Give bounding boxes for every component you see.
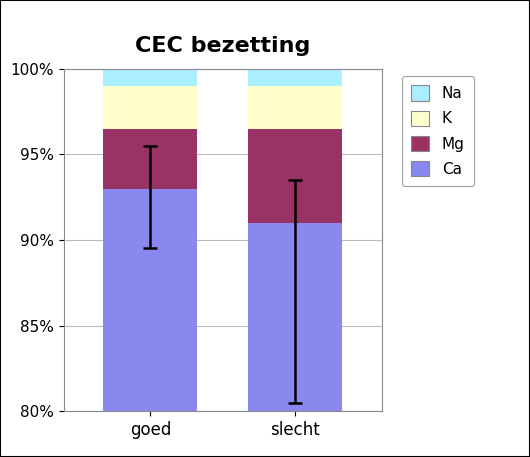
Legend: Na, K, Mg, Ca: Na, K, Mg, Ca [402,76,474,186]
Bar [248,128,342,223]
Bar [103,128,197,189]
Bar [248,69,342,86]
Bar [103,86,197,128]
Bar [103,69,197,86]
Title: CEC bezetting: CEC bezetting [135,36,310,56]
Bar [103,188,197,411]
Bar [248,86,342,128]
Bar [248,223,342,411]
